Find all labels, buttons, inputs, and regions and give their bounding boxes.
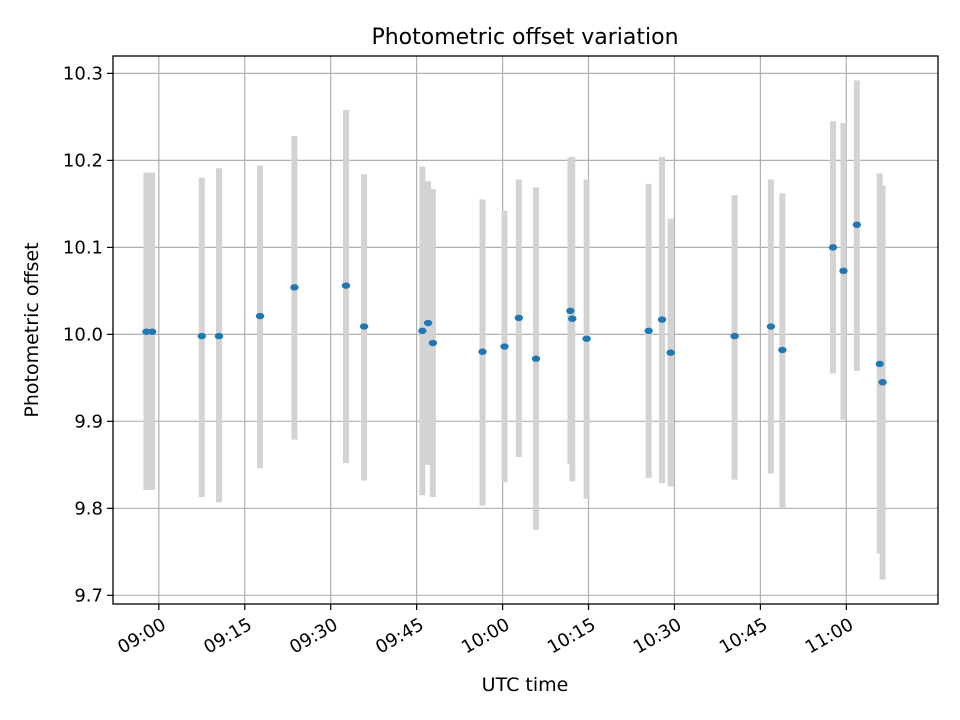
chart-title: Photometric offset variation <box>371 25 678 50</box>
grid <box>113 56 938 604</box>
data-point <box>878 378 887 386</box>
y-tick-label: 9.9 <box>74 411 103 432</box>
data-point <box>214 332 224 340</box>
data-point <box>730 332 739 340</box>
data-point <box>839 267 848 275</box>
y-tick-label: 9.8 <box>74 498 103 519</box>
data-point <box>359 323 369 330</box>
data-point <box>290 284 299 291</box>
data-point <box>514 314 524 322</box>
data-point <box>478 348 487 355</box>
y-tick-label: 10.3 <box>63 63 103 84</box>
data-point <box>428 339 438 347</box>
data-point <box>147 328 157 335</box>
y-axis-label: Photometric offset <box>21 242 43 417</box>
data-points <box>142 221 887 386</box>
data-point <box>255 312 265 320</box>
y-tick-label: 10.2 <box>63 150 103 171</box>
data-point <box>500 343 509 350</box>
data-point <box>423 319 433 327</box>
y-tick-label: 10.1 <box>63 237 103 258</box>
x-axis-label: UTC time <box>482 674 569 696</box>
data-point <box>341 282 351 289</box>
y-tick-label: 10.0 <box>63 324 103 345</box>
data-point <box>778 346 787 354</box>
data-point <box>197 332 207 340</box>
data-point <box>666 349 675 356</box>
y-axis-ticks: 9.7 9.8 9.9 10.0 10.1 10.2 10.3 <box>63 63 113 606</box>
data-point <box>875 360 884 368</box>
data-point <box>582 335 591 342</box>
data-point <box>566 307 575 315</box>
data-point <box>852 221 862 228</box>
data-point <box>531 355 541 362</box>
plot-frame <box>112 55 939 605</box>
data-point <box>644 327 653 335</box>
data-point <box>766 323 776 330</box>
data-point <box>657 316 667 323</box>
data-point <box>568 315 577 322</box>
data-point <box>418 327 427 335</box>
data-point <box>828 244 838 251</box>
y-tick-label: 9.7 <box>74 585 103 606</box>
